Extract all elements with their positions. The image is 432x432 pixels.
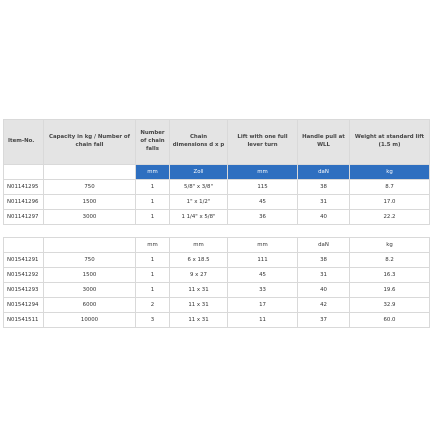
table-cell: 16.3 [349, 267, 430, 283]
table-cell: 33 [227, 282, 298, 298]
unit-cell: mm [135, 237, 170, 253]
unit-cell: kg [349, 164, 430, 180]
unit-cell [43, 237, 136, 253]
table-row: N01141295 750 1 5/8" x 3/8" 115 38 8.7 [3, 179, 430, 195]
header-handle-pull: Handle pull at WLL [297, 119, 350, 165]
table-cell: 750 [43, 179, 136, 195]
specification-table: Item-No. Capacity in kg / Number of chai… [3, 119, 430, 328]
table-cell: 11 x 31 [169, 312, 228, 328]
item-number-cell: N01141296 [3, 194, 44, 210]
header-row: Item-No. Capacity in kg / Number of chai… [3, 119, 430, 165]
table-cell: 3000 [43, 282, 136, 298]
table-cell: 32.9 [349, 297, 430, 313]
table-cell: 60.0 [349, 312, 430, 328]
table-row: N01141297 3000 1 1 1/4" x 5/8" 36 40 22.… [3, 209, 430, 225]
item-number-cell: N01541511 [3, 312, 44, 328]
unit-row: mm mm mm daN kg [3, 237, 430, 253]
table-cell: 8.2 [349, 252, 430, 268]
unit-cell: Zoll [169, 164, 228, 180]
unit-cell: kg [349, 237, 430, 253]
item-number-cell: N01141297 [3, 209, 44, 225]
table-cell: 45 [227, 267, 298, 283]
spacer-cell [227, 224, 298, 238]
table-cell: 3 [135, 312, 170, 328]
table-cell: 11 x 31 [169, 282, 228, 298]
table-cell: 36 [227, 209, 298, 225]
table-cell: 31 [297, 267, 350, 283]
spacer-cell [3, 224, 44, 238]
header-weight: Weight at standard lift (1.5 m) [349, 119, 430, 165]
table-row: N01541511 10000 3 11 x 31 11 37 60.0 [3, 312, 430, 328]
table-cell: 40 [297, 282, 350, 298]
table-cell: 11 x 31 [169, 297, 228, 313]
header-item-no: Item-No. [3, 119, 44, 165]
unit-cell: mm [135, 164, 170, 180]
table-row: N01541291 750 1 6 x 18.5 111 38 8.2 [3, 252, 430, 268]
table-cell: 38 [297, 179, 350, 195]
table-cell: 8.7 [349, 179, 430, 195]
unit-cell: daN [297, 164, 350, 180]
header-capacity: Capacity in kg / Number of chain fall [43, 119, 136, 165]
table-cell: 22.2 [349, 209, 430, 225]
unit-cell: mm [227, 164, 298, 180]
table-cell: 2 [135, 297, 170, 313]
table-cell: 1 [135, 267, 170, 283]
table-cell: 750 [43, 252, 136, 268]
item-number-cell: N01541294 [3, 297, 44, 313]
table-cell: 1 [135, 194, 170, 210]
header-chain-falls: Number of chain falls [135, 119, 170, 165]
table-cell: 3000 [43, 209, 136, 225]
item-number-cell: N01141295 [3, 179, 44, 195]
table-cell: 10000 [43, 312, 136, 328]
item-number-cell: N01541293 [3, 282, 44, 298]
header-lift-per-turn: Lift with one full lever turn [227, 119, 298, 165]
table-row: N01541292 1500 1 9 x 27 45 31 16.3 [3, 267, 430, 283]
table-cell: 115 [227, 179, 298, 195]
table-row: N01541293 3000 1 11 x 31 33 40 19.6 [3, 282, 430, 298]
spacer-cell [43, 224, 136, 238]
table-cell: 111 [227, 252, 298, 268]
table-cell: 1 [135, 209, 170, 225]
table-cell: 38 [297, 252, 350, 268]
unit-row: mm Zoll mm daN kg [3, 164, 430, 180]
header-chain-dimensions: Chain dimensions d x p [169, 119, 228, 165]
unit-cell: daN [297, 237, 350, 253]
table-row: N01541294 6000 2 11 x 31 17 42 32.9 [3, 297, 430, 313]
table-cell: 6 x 18.5 [169, 252, 228, 268]
table-cell: 17 [227, 297, 298, 313]
table-cell: 42 [297, 297, 350, 313]
table-cell: 1 1/4" x 5/8" [169, 209, 228, 225]
table-cell: 37 [297, 312, 350, 328]
spacer-cell [297, 224, 350, 238]
table-cell: 9 x 27 [169, 267, 228, 283]
table-cell: 5/8" x 3/8" [169, 179, 228, 195]
table-cell: 45 [227, 194, 298, 210]
unit-cell [3, 164, 44, 180]
table-cell: 17.0 [349, 194, 430, 210]
unit-cell [3, 237, 44, 253]
table-cell: 11 [227, 312, 298, 328]
spacer-row [3, 224, 430, 238]
table-cell: 1 [135, 252, 170, 268]
spacer-cell [349, 224, 430, 238]
table-cell: 19.6 [349, 282, 430, 298]
table-cell: 1" x 1/2" [169, 194, 228, 210]
item-number-cell: N01541291 [3, 252, 44, 268]
table-row: N01141296 1500 1 1" x 1/2" 45 31 17.0 [3, 194, 430, 210]
table-cell: 6000 [43, 297, 136, 313]
table-cell: 1 [135, 179, 170, 195]
unit-cell: mm [169, 237, 228, 253]
item-number-cell: N01541292 [3, 267, 44, 283]
table-cell: 40 [297, 209, 350, 225]
table-cell: 1500 [43, 267, 136, 283]
unit-cell [43, 164, 136, 180]
spacer-cell [169, 224, 228, 238]
table-cell: 31 [297, 194, 350, 210]
table-cell: 1500 [43, 194, 136, 210]
spacer-cell [135, 224, 170, 238]
unit-cell: mm [227, 237, 298, 253]
table-cell: 1 [135, 282, 170, 298]
